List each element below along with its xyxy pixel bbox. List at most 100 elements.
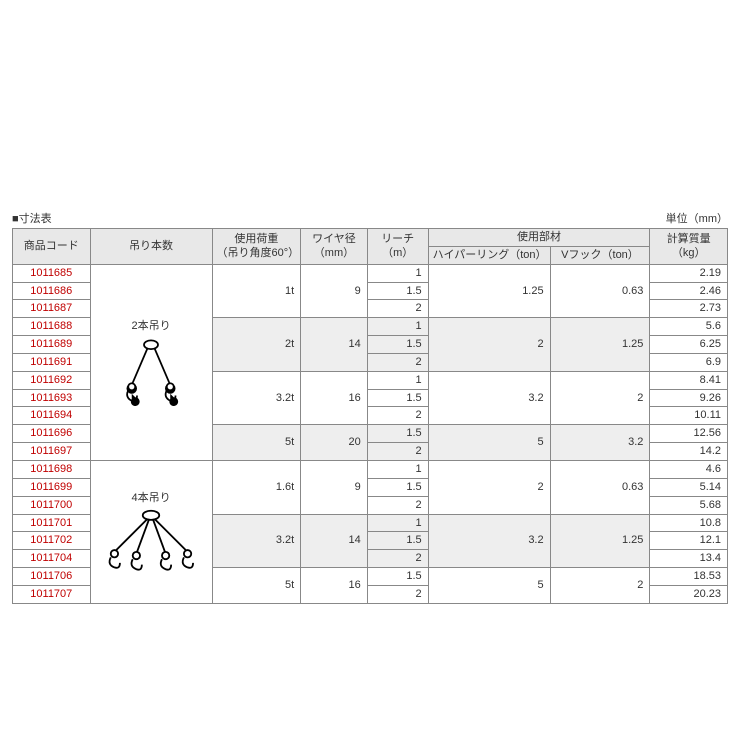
cell-mass: 5.68: [650, 496, 728, 514]
cell-wire: 20: [301, 425, 368, 461]
cell-code: 1011706: [13, 568, 91, 586]
th-mass: 計算質量 （kg）: [650, 229, 728, 265]
cell-ring: 3.2: [428, 371, 550, 425]
cell-mass: 10.11: [650, 407, 728, 425]
th-reach-main: リーチ: [381, 233, 414, 245]
th-parts: 使用部材: [428, 229, 650, 247]
th-wire: ワイヤ径 （mm）: [301, 229, 368, 265]
cell-wire: 9: [301, 460, 368, 514]
cell-mass: 5.14: [650, 478, 728, 496]
cell-mass: 6.25: [650, 336, 728, 354]
cell-mass: 6.9: [650, 353, 728, 371]
cell-code: 1011693: [13, 389, 91, 407]
th-code: 商品コード: [13, 229, 91, 265]
cell-reach: 2: [367, 353, 428, 371]
cell-code: 1011700: [13, 496, 91, 514]
cell-mass: 5.6: [650, 318, 728, 336]
cell-wire: 9: [301, 264, 368, 318]
cell-code: 1011688: [13, 318, 91, 336]
th-reach-unit: （m）: [382, 247, 413, 259]
cell-load: 5t: [212, 568, 301, 604]
cell-reach: 2: [367, 585, 428, 603]
cell-reach: 1.5: [367, 389, 428, 407]
cell-reach: 1: [367, 514, 428, 532]
cell-code: 1011694: [13, 407, 91, 425]
cell-reach: 2: [367, 443, 428, 461]
cell-load: 1.6t: [212, 460, 301, 514]
cell-reach: 1.5: [367, 425, 428, 443]
cell-reach: 1.5: [367, 336, 428, 354]
cell-code: 1011696: [13, 425, 91, 443]
cell-hook: 1.25: [550, 514, 650, 568]
cell-mass: 2.46: [650, 282, 728, 300]
cell-reach: 2: [367, 407, 428, 425]
cell-reach: 1.5: [367, 282, 428, 300]
cell-wire: 14: [301, 514, 368, 568]
cell-mass: 12.56: [650, 425, 728, 443]
cell-hook: 0.63: [550, 460, 650, 514]
cell-mass: 9.26: [650, 389, 728, 407]
page: ■寸法表 単位（mm） 商品コード 吊り本数 使用荷重 （吊り角度60°） ワイ…: [0, 0, 740, 604]
cell-reach: 1: [367, 371, 428, 389]
cell-reach: 1.5: [367, 568, 428, 586]
cell-load: 5t: [212, 425, 301, 461]
cell-load: 2t: [212, 318, 301, 372]
th-ring: ハイパーリング（ton）: [428, 246, 550, 264]
cell-ring: 3.2: [428, 514, 550, 568]
cell-mass: 14.2: [650, 443, 728, 461]
cell-code: 1011702: [13, 532, 91, 550]
th-hook: Vフック（ton）: [550, 246, 650, 264]
cell-ring: 2: [428, 460, 550, 514]
cell-code: 1011701: [13, 514, 91, 532]
cell-code: 1011687: [13, 300, 91, 318]
cell-wire: 16: [301, 371, 368, 425]
cell-reach: 2: [367, 300, 428, 318]
table-head: 商品コード 吊り本数 使用荷重 （吊り角度60°） ワイヤ径 （mm） リーチ …: [13, 229, 728, 265]
title-row: ■寸法表 単位（mm）: [12, 210, 728, 226]
th-sling: 吊り本数: [90, 229, 212, 265]
cell-code: 1011689: [13, 336, 91, 354]
cell-code: 1011707: [13, 585, 91, 603]
cell-mass: 8.41: [650, 371, 728, 389]
cell-reach: 1.5: [367, 478, 428, 496]
cell-reach: 2: [367, 496, 428, 514]
cell-mass: 2.73: [650, 300, 728, 318]
cell-reach: 1: [367, 318, 428, 336]
cell-code: 1011704: [13, 550, 91, 568]
cell-hook: 0.63: [550, 264, 650, 318]
cell-mass: 18.53: [650, 568, 728, 586]
dimension-table: 商品コード 吊り本数 使用荷重 （吊り角度60°） ワイヤ径 （mm） リーチ …: [12, 228, 728, 604]
cell-wire: 16: [301, 568, 368, 604]
cell-code: 1011685: [13, 264, 91, 282]
cell-code: 1011691: [13, 353, 91, 371]
cell-mass: 13.4: [650, 550, 728, 568]
table-row: 10116852本吊り 1t911.250.632.19: [13, 264, 728, 282]
table-body: 10116852本吊り 1t911.250.632.191011686 1.5 2.…: [13, 264, 728, 603]
cell-hook: 2: [550, 568, 650, 604]
th-load-sub: （吊り角度60°）: [217, 247, 300, 259]
sling-4-cell: 4本吊り: [90, 460, 212, 603]
th-mass-main: 計算質量: [667, 233, 711, 245]
th-mass-unit: （kg）: [672, 247, 706, 259]
cell-mass: 12.1: [650, 532, 728, 550]
cell-hook: 2: [550, 371, 650, 425]
cell-ring: 1.25: [428, 264, 550, 318]
cell-code: 1011697: [13, 443, 91, 461]
cell-ring: 5: [428, 568, 550, 604]
th-load-main: 使用荷重: [234, 233, 278, 245]
cell-reach: 1: [367, 460, 428, 478]
cell-reach: 2: [367, 550, 428, 568]
th-reach: リーチ （m）: [367, 229, 428, 265]
cell-hook: 3.2: [550, 425, 650, 461]
cell-code: 1011698: [13, 460, 91, 478]
cell-hook: 1.25: [550, 318, 650, 372]
cell-mass: 10.8: [650, 514, 728, 532]
cell-load: 3.2t: [212, 371, 301, 425]
cell-ring: 2: [428, 318, 550, 372]
cell-mass: 20.23: [650, 585, 728, 603]
cell-load: 1t: [212, 264, 301, 318]
sling-label: 2本吊り: [93, 319, 210, 334]
table-row: 10116984本吊り 1.6t9120.634.: [13, 460, 728, 478]
cell-code: 1011686: [13, 282, 91, 300]
cell-code: 1011692: [13, 371, 91, 389]
